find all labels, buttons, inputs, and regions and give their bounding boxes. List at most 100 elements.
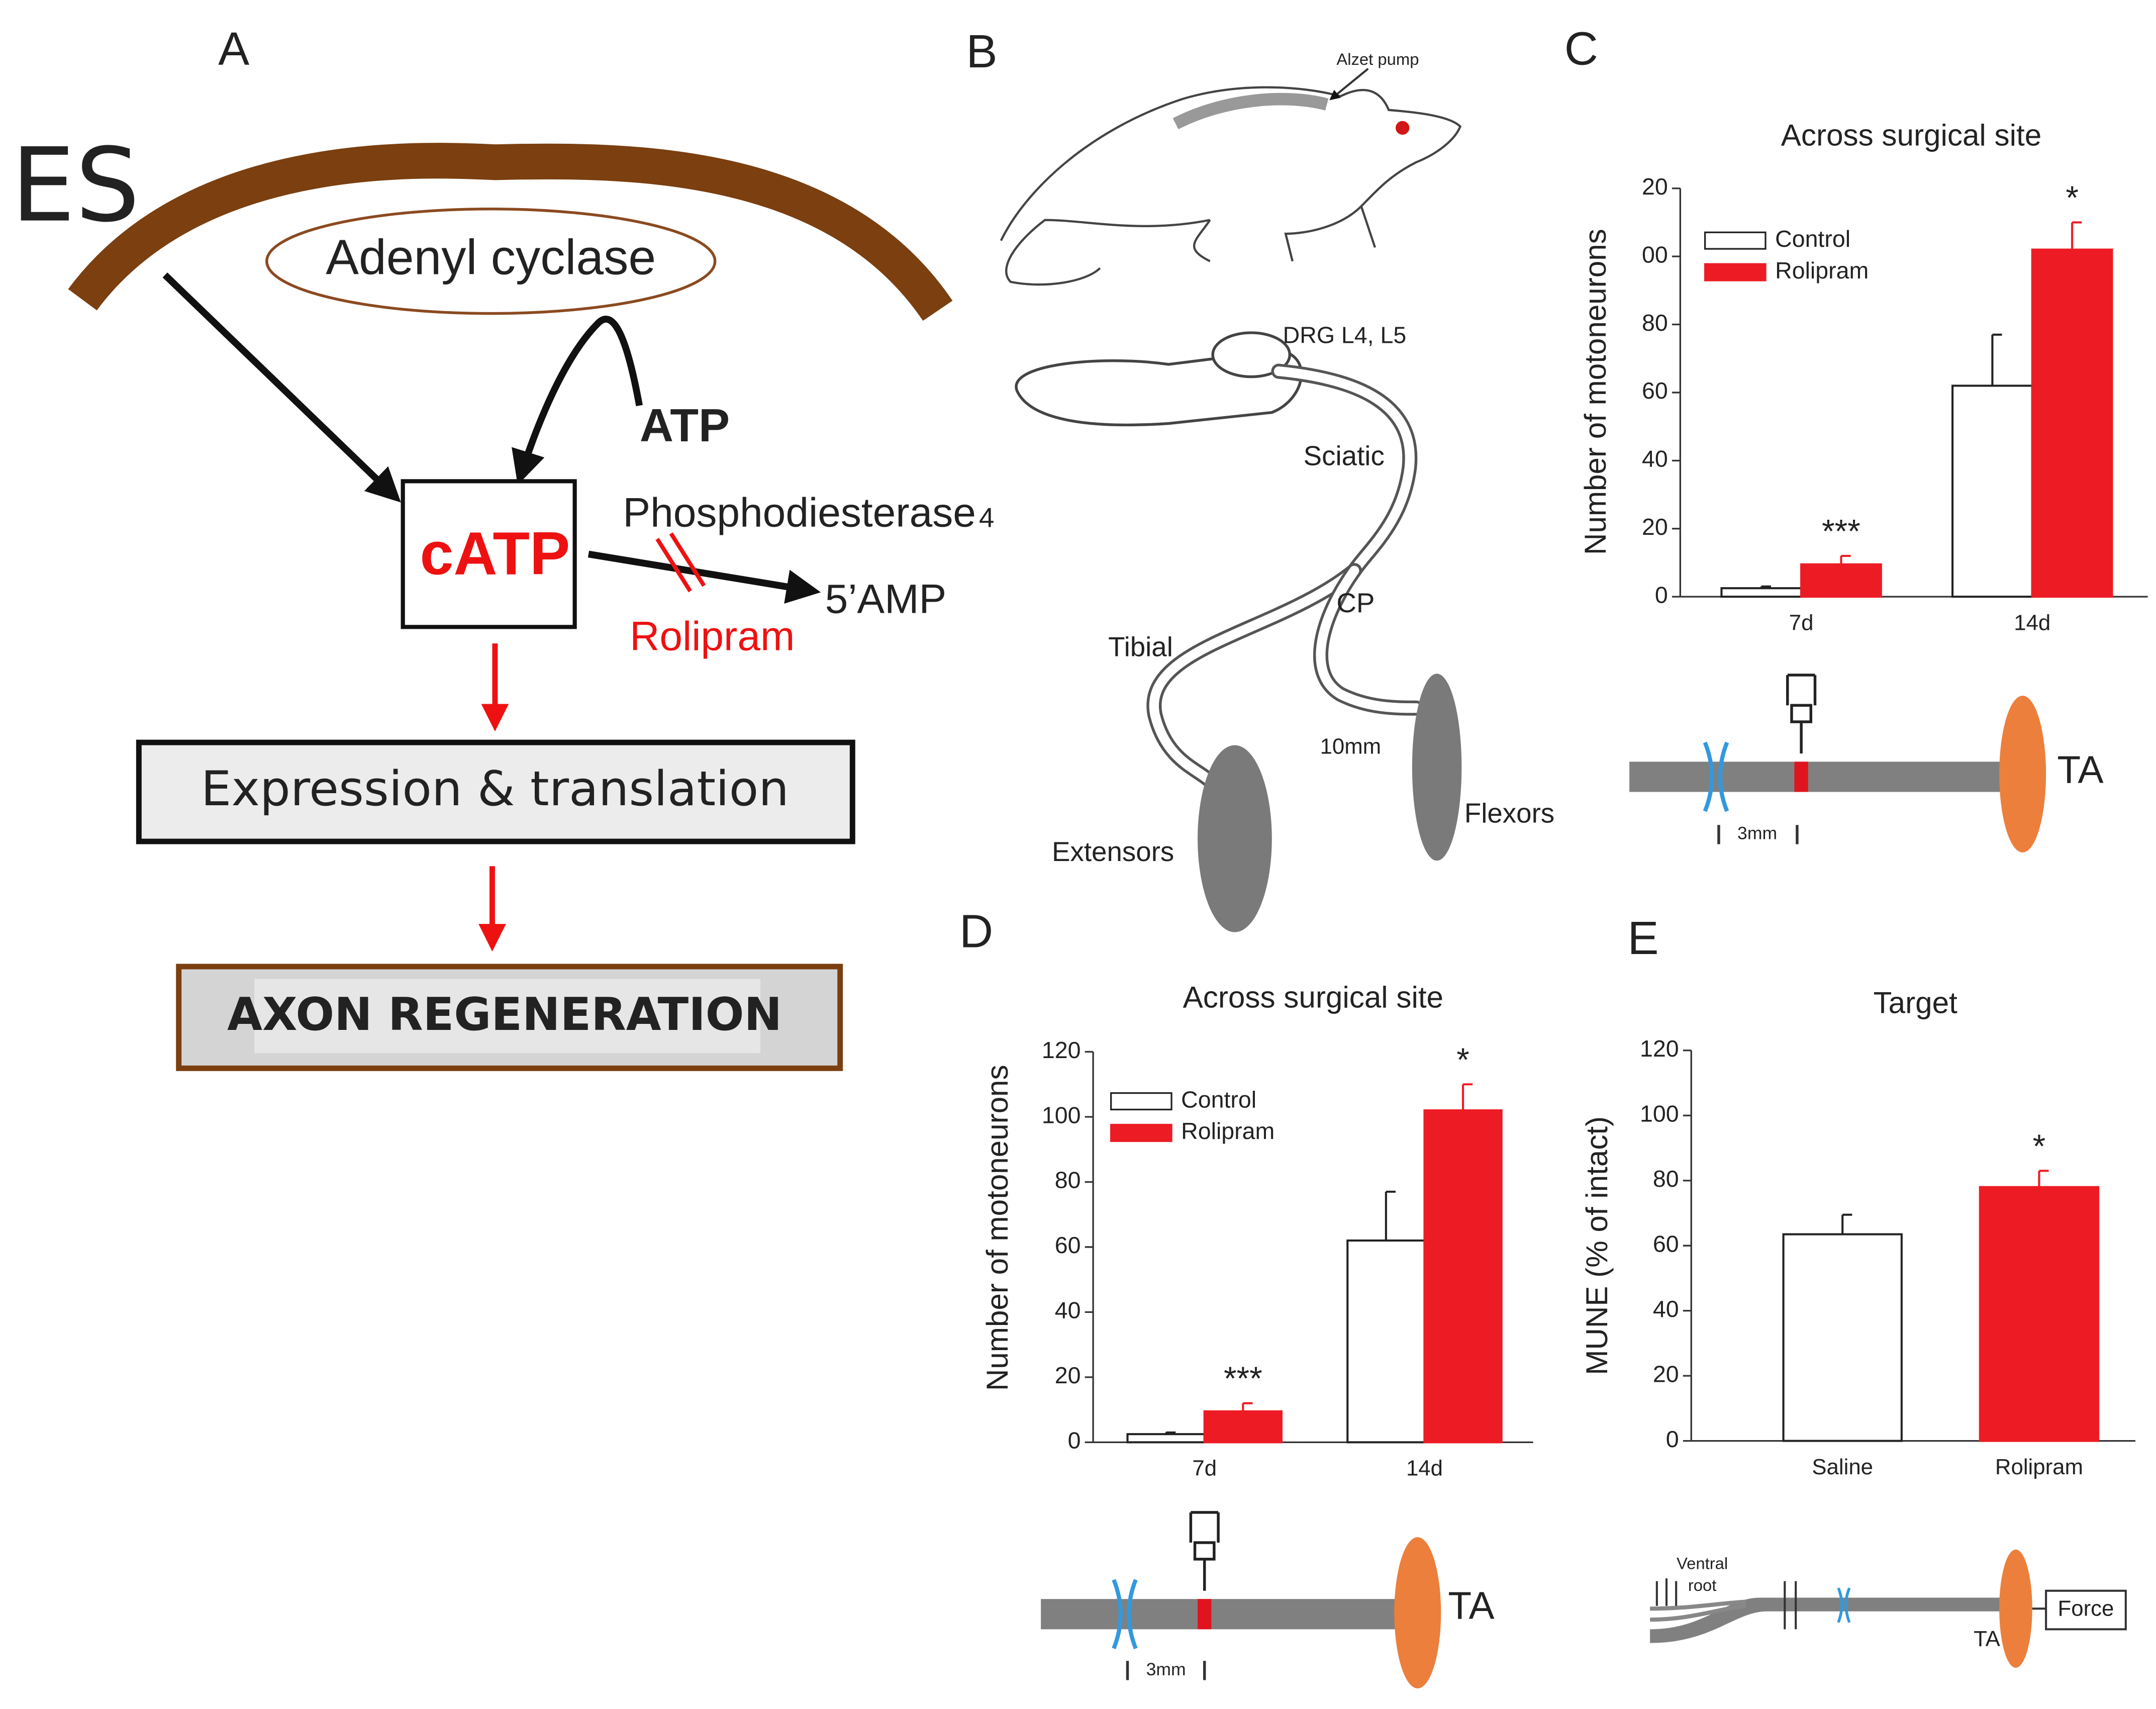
product-box (401, 479, 577, 629)
y-tick-label: 100 (1042, 1102, 1081, 1128)
bar (1720, 587, 1803, 598)
legend-swatch (1704, 263, 1767, 281)
metabolite: 5’AMP (825, 577, 947, 622)
measure: Force (2058, 1596, 2114, 1621)
scale-bar (1126, 1661, 1206, 1680)
b-label: Alzet pump (1336, 50, 1419, 68)
arrow (1329, 68, 1369, 101)
panel-label: B (966, 25, 997, 77)
b-label: Flexors (1464, 798, 1554, 829)
drg (1211, 331, 1292, 378)
panel-a: ES Adenyl cyclase ATP cATP Phosphodieste… (11, 126, 994, 1071)
product: cATP (420, 519, 570, 587)
enzyme-ellipse (265, 208, 717, 315)
y-tick-label: 40 (1642, 446, 1668, 472)
injury (1112, 1579, 1138, 1650)
outcome: AXON REGENERATION (227, 988, 782, 1041)
panel-label: D (959, 905, 993, 958)
y-tick-label: 120 (1042, 1037, 1081, 1063)
distance: 3mm (1737, 823, 1777, 843)
bar (1346, 1239, 1426, 1444)
b-label: Sciatic (1304, 440, 1385, 471)
y-tick-label: 40 (1653, 1296, 1679, 1322)
pump-site (1198, 1599, 1212, 1630)
y-tick-label: 20 (1653, 1361, 1679, 1387)
y-tick-label: 100 (1640, 1101, 1679, 1127)
injury (1703, 741, 1729, 812)
nerve-bar (1629, 762, 2015, 792)
bar (1126, 1433, 1206, 1444)
target: TA (1974, 1627, 2000, 1651)
arrow (162, 272, 401, 503)
y-tick-label: 20 (1642, 173, 1668, 200)
target: TA (2057, 748, 2103, 791)
y-tick-label: 80 (1055, 1167, 1081, 1193)
scale-bar (1717, 825, 1799, 844)
b-label: Tibial (1108, 631, 1173, 662)
y-axis-label: Number of motoneurons (1579, 229, 1612, 555)
root (1650, 1599, 1747, 1622)
nerve-bar (1041, 1599, 1410, 1630)
x-tick-label: Rolipram (1995, 1455, 2083, 1479)
b-label: 10mm (1320, 734, 1382, 759)
nerve-bar (1650, 1597, 2008, 1643)
legend-swatch (1110, 1123, 1172, 1142)
legend-label: Rolipram (1181, 1118, 1275, 1144)
legend-swatch (1704, 231, 1767, 250)
inhibitor: Rolipram (630, 614, 795, 659)
muscle (1999, 696, 2046, 852)
legend-label: Control (1775, 226, 1850, 252)
chart-title: Across surgical site (1781, 118, 2041, 152)
y-axis-label: MUNE (% of intact) (1580, 1116, 1614, 1375)
legend-label: Control (1181, 1086, 1256, 1112)
schematic-d: TA 3mm (1041, 1511, 1495, 1688)
stimulus: ES (11, 126, 140, 245)
x-tick-label: 7d (1192, 1456, 1217, 1481)
y-axis-label: Number of motoneurons (981, 1065, 1014, 1391)
y-tick-label: 00 (1642, 241, 1668, 267)
y-tick-label: 0 (1655, 582, 1668, 608)
extensors (1198, 745, 1272, 932)
x-tick-label: Saline (1812, 1455, 1873, 1479)
y-tick-label: 0 (1068, 1428, 1081, 1454)
enzyme-subscript: 4 (979, 502, 994, 533)
y-tick-label: 80 (1653, 1166, 1679, 1192)
degrading-enzyme: Phosphodiesterase (623, 490, 976, 535)
annotation: * (2066, 179, 2079, 216)
schematic-c: TA 3mm (1629, 674, 2104, 852)
step-box (136, 739, 855, 844)
root-label: root (1688, 1576, 1717, 1594)
y-tick-label: 20 (1055, 1362, 1081, 1388)
outcome-highlight (254, 979, 760, 1054)
y-tick-label: 60 (1653, 1230, 1679, 1257)
x-tick-label: 14d (1406, 1456, 1443, 1481)
rat-outline (1000, 86, 1462, 286)
panel-b: Alzet pump DRG L4, L5 Sciatic CP Tibial … (1000, 50, 1554, 932)
x-tick-label: 7d (1789, 610, 1814, 635)
bar (1800, 563, 1882, 598)
root-label: Ventral (1677, 1554, 1728, 1572)
muscle (1394, 1537, 1441, 1688)
inhibition-mark (655, 532, 706, 593)
legend-swatch (1110, 1092, 1172, 1111)
y-tick-label: 80 (1642, 310, 1668, 336)
distance: 3mm (1146, 1659, 1186, 1679)
y-tick-label: 0 (1666, 1426, 1679, 1452)
membrane (68, 143, 953, 321)
legend-label: Rolipram (1775, 257, 1869, 283)
pump (1172, 92, 1329, 130)
annotation: *** (1224, 1360, 1262, 1397)
muscle (1999, 1549, 2032, 1668)
bar (1203, 1410, 1283, 1444)
b-label: DRG L4, L5 (1283, 322, 1407, 348)
chart-title: Across surgical site (1183, 980, 1443, 1014)
panel-label: A (218, 23, 249, 75)
bar (1979, 1186, 2100, 1442)
pump-site (1794, 762, 1808, 792)
bar (1423, 1109, 1503, 1444)
electrode (1189, 1511, 1220, 1591)
target: TA (1448, 1585, 1494, 1628)
arrow (587, 550, 821, 604)
arrow (512, 316, 643, 485)
